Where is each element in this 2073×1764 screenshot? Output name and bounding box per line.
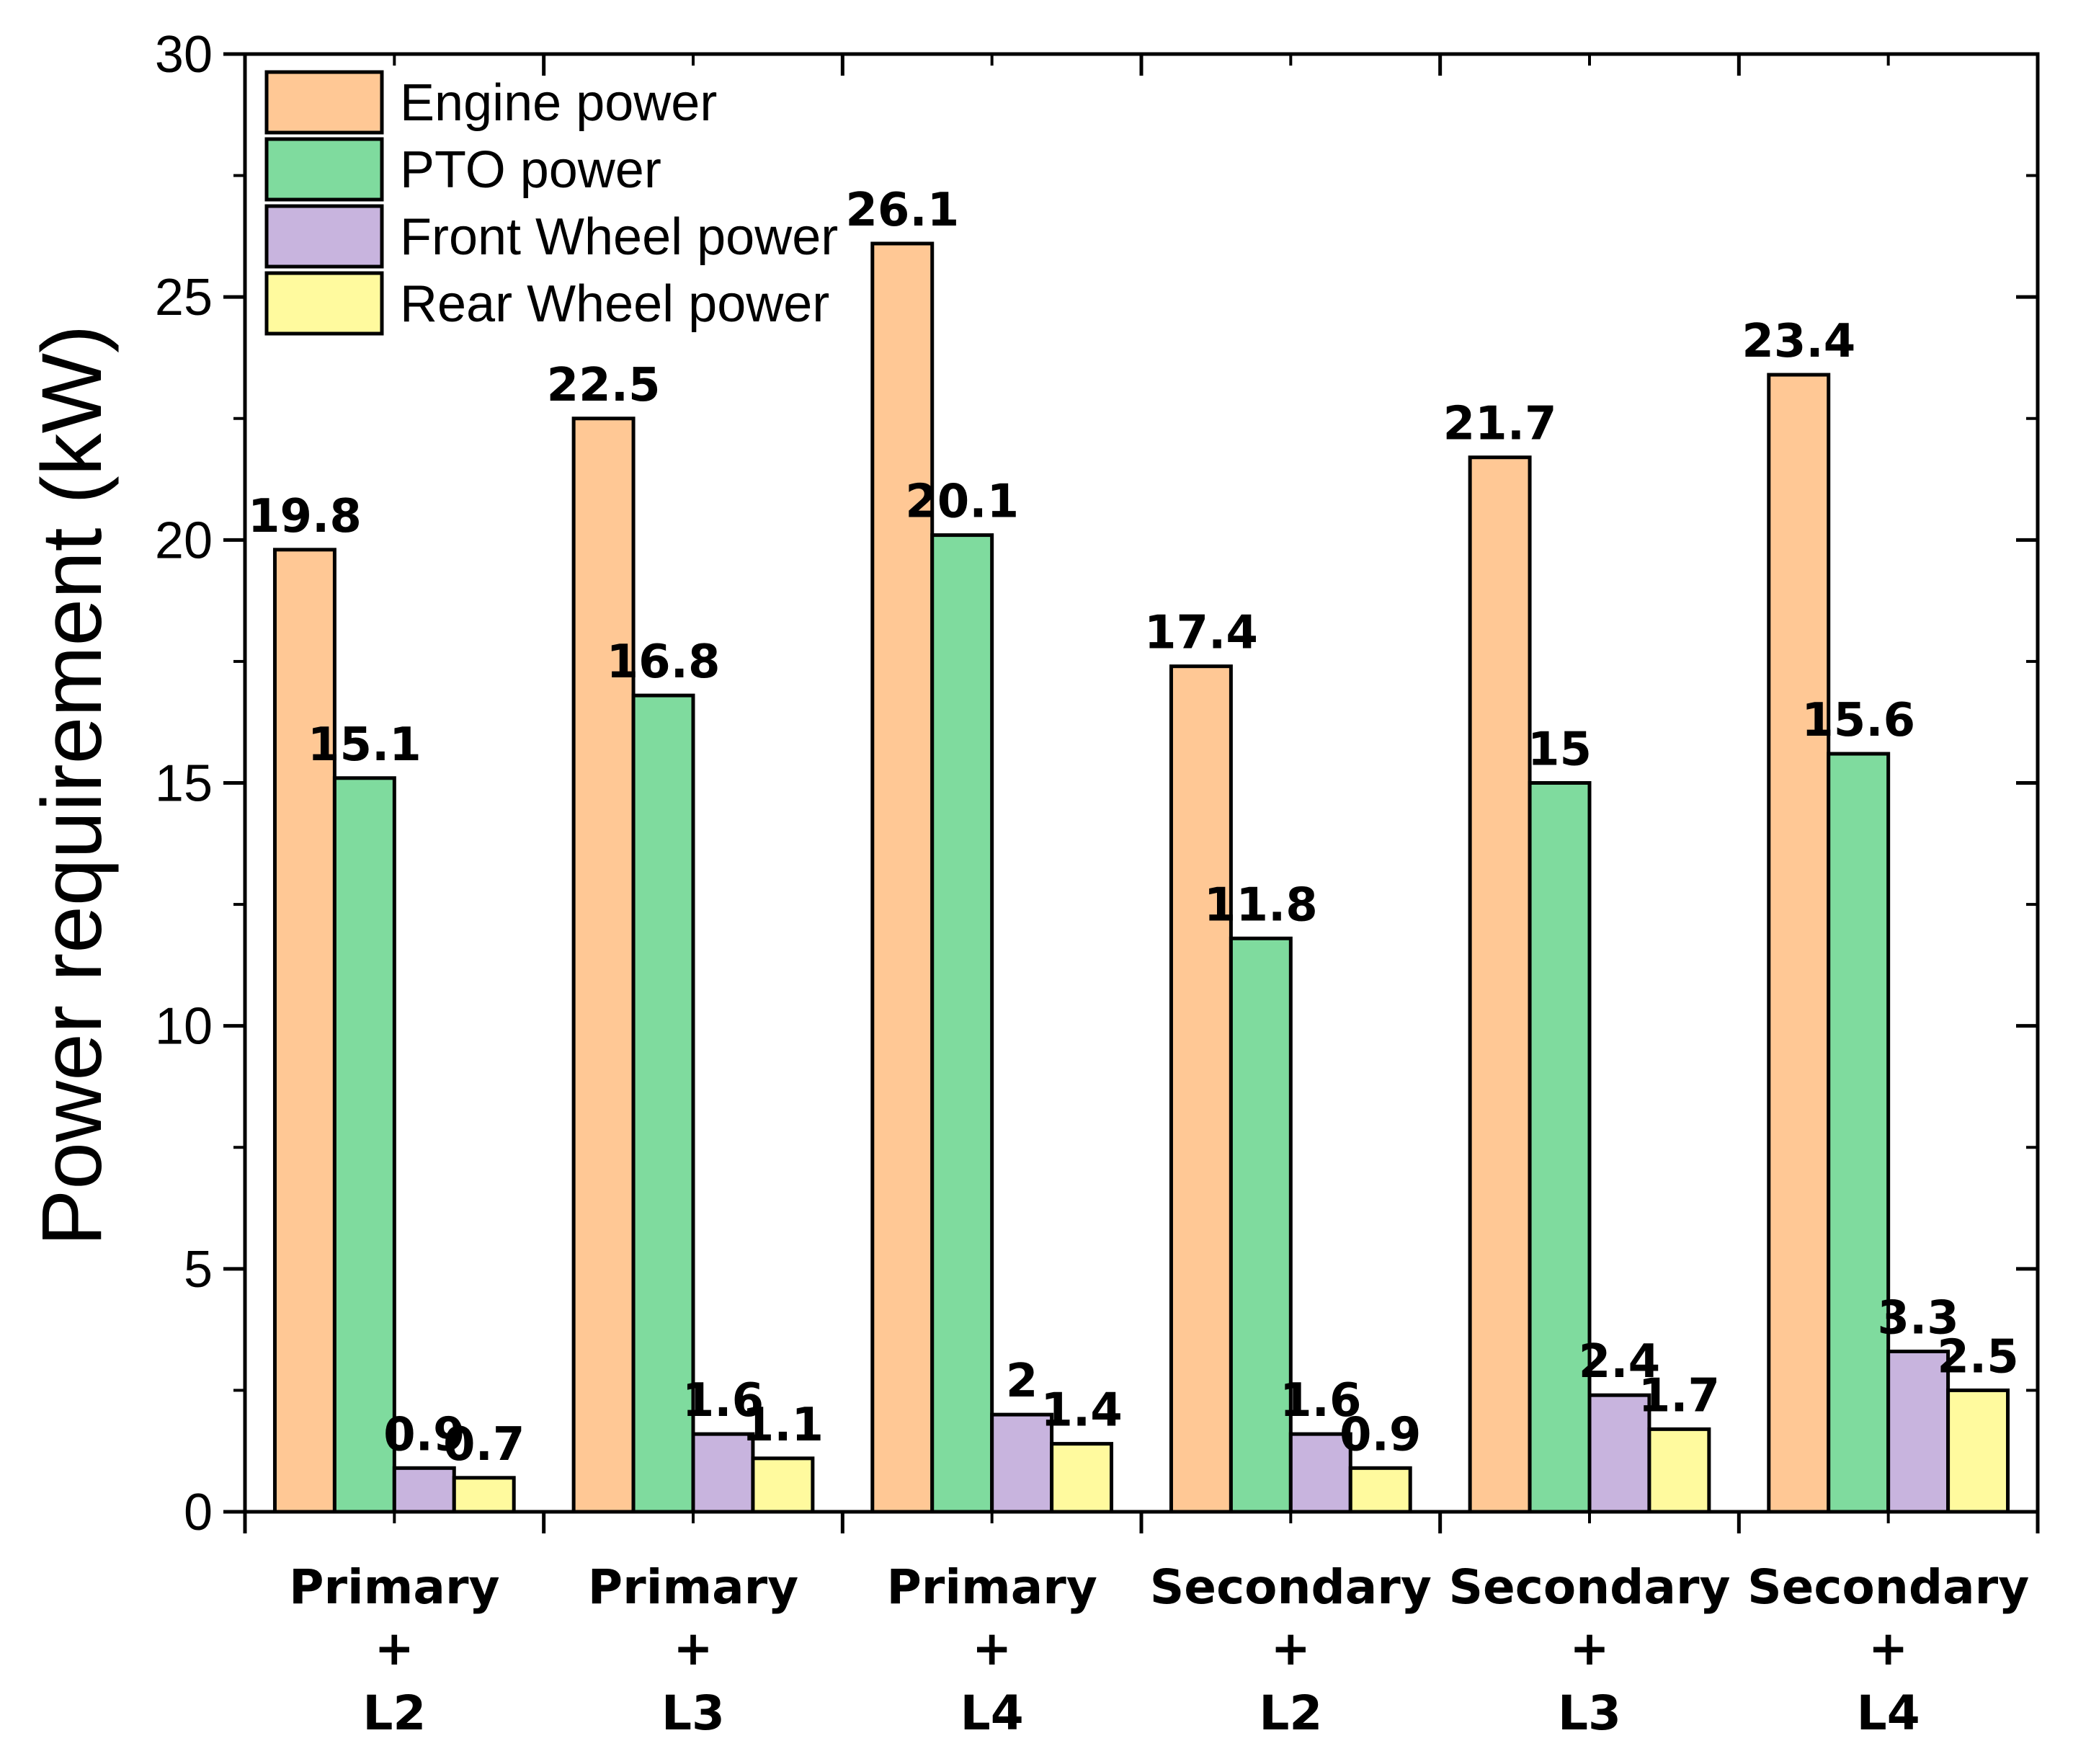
bar-value-label: 1.4 bbox=[1040, 1384, 1122, 1438]
x-category-label: + bbox=[972, 1621, 1012, 1676]
x-category-label: Secondary bbox=[1150, 1559, 1432, 1615]
bar bbox=[1827, 752, 1891, 1514]
x-category-label: L4 bbox=[1857, 1685, 1920, 1741]
y-tick-label: 15 bbox=[155, 755, 213, 813]
bar-value-label: 0.9 bbox=[383, 1408, 465, 1461]
bar-value-label: 17.4 bbox=[1144, 607, 1258, 660]
x-category-label: Primary bbox=[289, 1559, 499, 1615]
bar bbox=[1468, 455, 1532, 1514]
legend-swatch bbox=[264, 137, 384, 202]
legend-swatch bbox=[264, 271, 384, 336]
legend-label: Front Wheel power bbox=[400, 208, 838, 266]
x-category-label: + bbox=[375, 1621, 414, 1676]
bar-value-label: 2.4 bbox=[1579, 1335, 1660, 1389]
x-category-label: + bbox=[1868, 1621, 1908, 1676]
bar bbox=[392, 1466, 456, 1514]
bar bbox=[1946, 1388, 2010, 1514]
legend-label: PTO power bbox=[400, 141, 661, 199]
bar bbox=[990, 1412, 1054, 1514]
legend-label: Rear Wheel power bbox=[400, 275, 829, 333]
bar bbox=[452, 1476, 516, 1514]
y-tick-label: 25 bbox=[155, 269, 213, 326]
bar bbox=[930, 533, 994, 1514]
bar bbox=[870, 241, 935, 1514]
y-tick-label: 30 bbox=[155, 26, 213, 84]
bar bbox=[1647, 1427, 1711, 1514]
bar-value-label: 23.4 bbox=[1742, 315, 1855, 368]
bar-value-label: 11.8 bbox=[1204, 878, 1318, 932]
bar bbox=[631, 693, 695, 1514]
bar bbox=[1169, 664, 1233, 1514]
bar-value-label: 1.7 bbox=[1639, 1369, 1720, 1422]
bar bbox=[332, 776, 396, 1514]
bar-value-label: 20.1 bbox=[905, 476, 1019, 529]
x-category-label: L3 bbox=[1558, 1685, 1621, 1741]
bar-value-label: 2.5 bbox=[1937, 1330, 2018, 1384]
y-tick-label: 5 bbox=[184, 1241, 213, 1298]
x-category-label: L2 bbox=[1259, 1685, 1322, 1741]
bar-value-label: 15.1 bbox=[308, 718, 422, 772]
bar bbox=[272, 548, 336, 1514]
bar bbox=[1050, 1442, 1114, 1514]
x-category-label: Secondary bbox=[1448, 1559, 1730, 1615]
bar-value-label: 0.9 bbox=[1339, 1408, 1421, 1461]
bar bbox=[1229, 936, 1293, 1514]
x-category-label: L2 bbox=[362, 1685, 426, 1741]
bar-value-label: 1.1 bbox=[742, 1399, 824, 1452]
bar-value-label: 16.8 bbox=[607, 636, 721, 689]
bar-value-label: 3.3 bbox=[1877, 1291, 1958, 1345]
bar-value-label: 0.7 bbox=[443, 1418, 525, 1471]
bar bbox=[1587, 1393, 1651, 1514]
y-tick-label: 20 bbox=[155, 512, 213, 569]
bar-value-label: 1.6 bbox=[1280, 1374, 1361, 1427]
bar-value-label: 2 bbox=[1006, 1355, 1038, 1408]
bar-value-label: 15.6 bbox=[1801, 694, 1915, 747]
bar-value-label: 22.5 bbox=[547, 359, 661, 412]
legend-swatch bbox=[264, 204, 384, 269]
legend-swatch bbox=[264, 70, 384, 135]
bar bbox=[1767, 373, 1831, 1514]
bar-value-label: 26.1 bbox=[845, 184, 959, 237]
x-category-label: + bbox=[673, 1621, 713, 1676]
x-category-label: L4 bbox=[960, 1685, 1024, 1741]
bar bbox=[751, 1456, 815, 1514]
bar-value-label: 1.6 bbox=[682, 1374, 764, 1427]
bar bbox=[1288, 1432, 1352, 1514]
x-category-label: L3 bbox=[661, 1685, 725, 1741]
x-category-label: Primary bbox=[886, 1559, 1097, 1615]
bar bbox=[1348, 1466, 1412, 1514]
bar bbox=[1528, 781, 1592, 1514]
bar bbox=[1886, 1349, 1951, 1514]
bar-value-label: 21.7 bbox=[1443, 398, 1557, 451]
x-category-label: Secondary bbox=[1747, 1559, 2029, 1615]
legend-label: Engine power bbox=[400, 74, 717, 132]
x-category-label: + bbox=[1569, 1621, 1609, 1676]
bar-value-label: 19.8 bbox=[248, 490, 362, 543]
x-category-label: + bbox=[1271, 1621, 1311, 1676]
bar-value-label: 15 bbox=[1528, 723, 1592, 777]
y-tick-label: 0 bbox=[184, 1484, 213, 1541]
y-axis-title: Power requirement (kW) bbox=[24, 325, 120, 1247]
x-category-label: Primary bbox=[588, 1559, 798, 1615]
bar bbox=[571, 416, 636, 1514]
y-tick-label: 10 bbox=[155, 998, 213, 1056]
